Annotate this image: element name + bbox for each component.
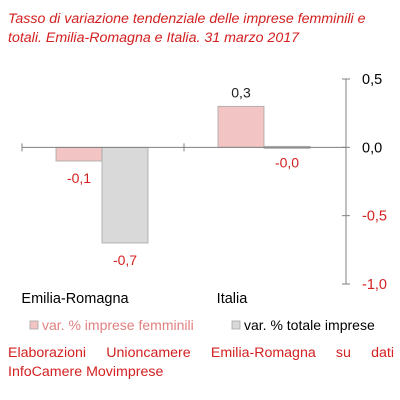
bar-total-0 bbox=[101, 146, 149, 244]
legend-swatch-female bbox=[29, 320, 39, 330]
bar-female-1 bbox=[217, 105, 265, 148]
legend-swatch-total bbox=[231, 320, 241, 330]
bar-female-0 bbox=[55, 146, 103, 162]
legend: var. % imprese femminili var. % totale im… bbox=[29, 317, 375, 333]
category-label-1: Italia bbox=[217, 291, 249, 307]
labels-group: -0,1 -0,7 Emilia-Romagna 0,3 -0,0 Italia bbox=[21, 84, 299, 307]
legend-label-total: var. % totale imprese bbox=[244, 317, 375, 333]
y-tick-label-1: 0,0 bbox=[362, 140, 382, 156]
source-note: Elaborazioni Unioncamere Emilia-Romagna … bbox=[8, 345, 394, 380]
y-tick-label-3: -1,0 bbox=[362, 277, 387, 293]
data-label-female-0: -0,1 bbox=[67, 170, 91, 186]
legend-label-female: var. % imprese femminili bbox=[42, 317, 194, 333]
y-tick-label-2: -0,5 bbox=[362, 209, 387, 225]
axes-group: 0,5 0,0 -0,5 -1,0 bbox=[21, 72, 387, 293]
category-label-0: Emilia-Romagna bbox=[21, 291, 129, 307]
y-tick-label-0: 0,5 bbox=[362, 72, 382, 88]
data-label-total-0: -0,7 bbox=[113, 252, 137, 268]
bars-group bbox=[55, 105, 311, 244]
data-label-total-1: -0,0 bbox=[275, 154, 299, 170]
chart-title: Tasso di variazione tendenziale delle im… bbox=[8, 11, 366, 46]
data-label-female-1: 0,3 bbox=[231, 84, 251, 100]
